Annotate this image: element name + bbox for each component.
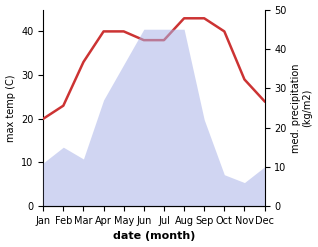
X-axis label: date (month): date (month) — [113, 231, 195, 242]
Y-axis label: med. precipitation
(kg/m2): med. precipitation (kg/m2) — [291, 63, 313, 153]
Y-axis label: max temp (C): max temp (C) — [5, 74, 16, 142]
